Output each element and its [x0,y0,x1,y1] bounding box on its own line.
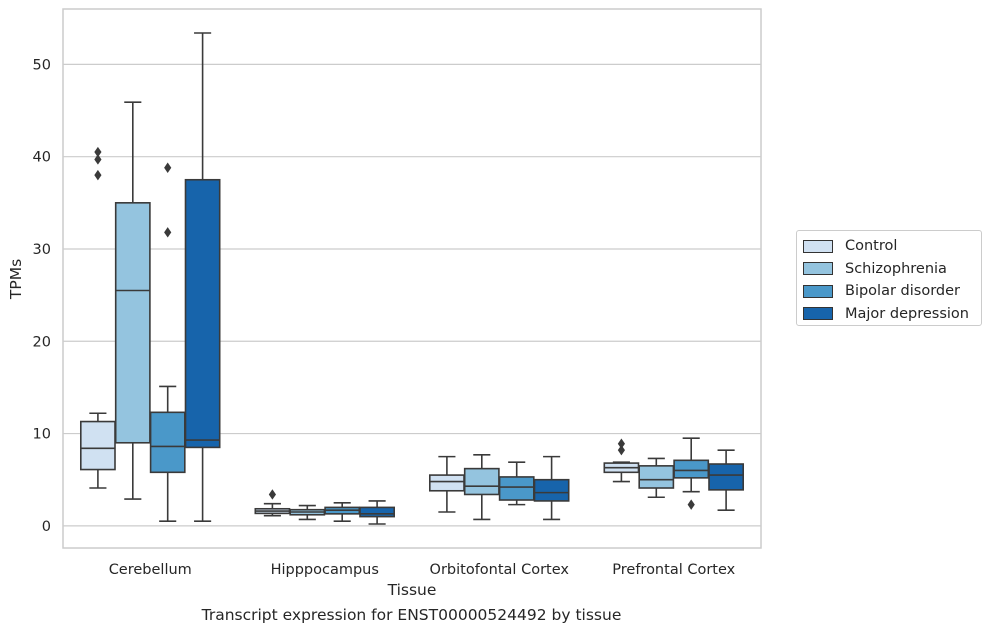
box-bipolar-disorder [673,437,710,510]
legend-item-schizophrenia: Schizophrenia [803,258,981,281]
legend-swatch [803,307,833,321]
y-tick-label: 30 [33,242,51,258]
outlier-marker [268,489,276,500]
x-tick-label: Cerebellum [109,562,192,578]
legend-label: Schizophrenia [845,260,947,277]
y-tick-label: 0 [42,519,51,535]
box-iqr [533,478,570,502]
box-bipolar-disorder [149,162,186,523]
legend-swatch [803,239,833,253]
box-iqr [463,467,500,496]
x-axis-label: Tissue [387,581,437,599]
x-tick-label: Prefrontal Cortex [612,562,735,578]
box-iqr [359,506,396,518]
outlier-marker [687,499,695,510]
legend-label: Major depression [845,305,969,322]
legend-item-control: Control [803,235,981,258]
y-tick-label: 50 [33,57,51,73]
outlier-marker [164,162,172,173]
box-series [79,32,745,525]
box-major-depression [533,455,570,521]
box-control [428,455,465,513]
box-control [79,146,116,489]
box-iqr [638,465,675,489]
box-iqr [114,202,151,444]
box-bipolar-disorder [324,501,361,523]
box-bipolar-disorder [498,461,535,506]
legend-item-bipolar-disorder: Bipolar disorder [803,280,981,303]
outlier-marker [94,169,102,181]
outlier-marker [94,154,102,165]
box-major-depression [184,32,221,523]
y-tick-label: 10 [33,427,51,443]
y-tick-labels: 0 10 20 30 40 50 [33,57,51,534]
figure-caption: Transcript expression for ENST0000052449… [201,606,622,624]
outlier-marker [617,444,625,456]
y-tick-label: 40 [33,150,51,166]
box-iqr [184,178,221,449]
legend-swatch [803,284,833,298]
box-major-depression [359,500,396,525]
box-control [254,489,291,517]
x-tick-label: Hipppocampus [271,562,379,578]
outlier-marker [617,438,625,449]
y-axis-label: TPMs [7,259,25,300]
box-schizophrenia [114,101,151,500]
box-iqr [673,459,710,479]
box-iqr [428,474,465,492]
legend-label: Bipolar disorder [845,283,960,300]
plot-frame [62,8,762,549]
legend-label: Control [845,238,898,255]
box-control [603,438,640,483]
y-tick-label: 20 [33,334,51,350]
box-schizophrenia [289,504,326,521]
legend-swatch [803,262,833,276]
legend-item-major-depression: Major depression [803,303,981,326]
legend: Control Schizophrenia Bipolar disorder M… [796,230,982,326]
box-iqr [79,420,116,471]
box-schizophrenia [638,457,675,499]
box-major-depression [708,449,745,511]
box-schizophrenia [463,453,500,521]
x-tick-labels: Cerebellum Hipppocampus Orbitofontal Corte… [109,562,736,578]
box-iqr [149,411,186,474]
box-iqr [708,463,745,491]
outlier-marker [94,146,102,158]
outlier-marker [164,227,172,238]
box-iqr [498,476,535,501]
x-tick-label: Orbitofontal Cortex [430,562,570,578]
